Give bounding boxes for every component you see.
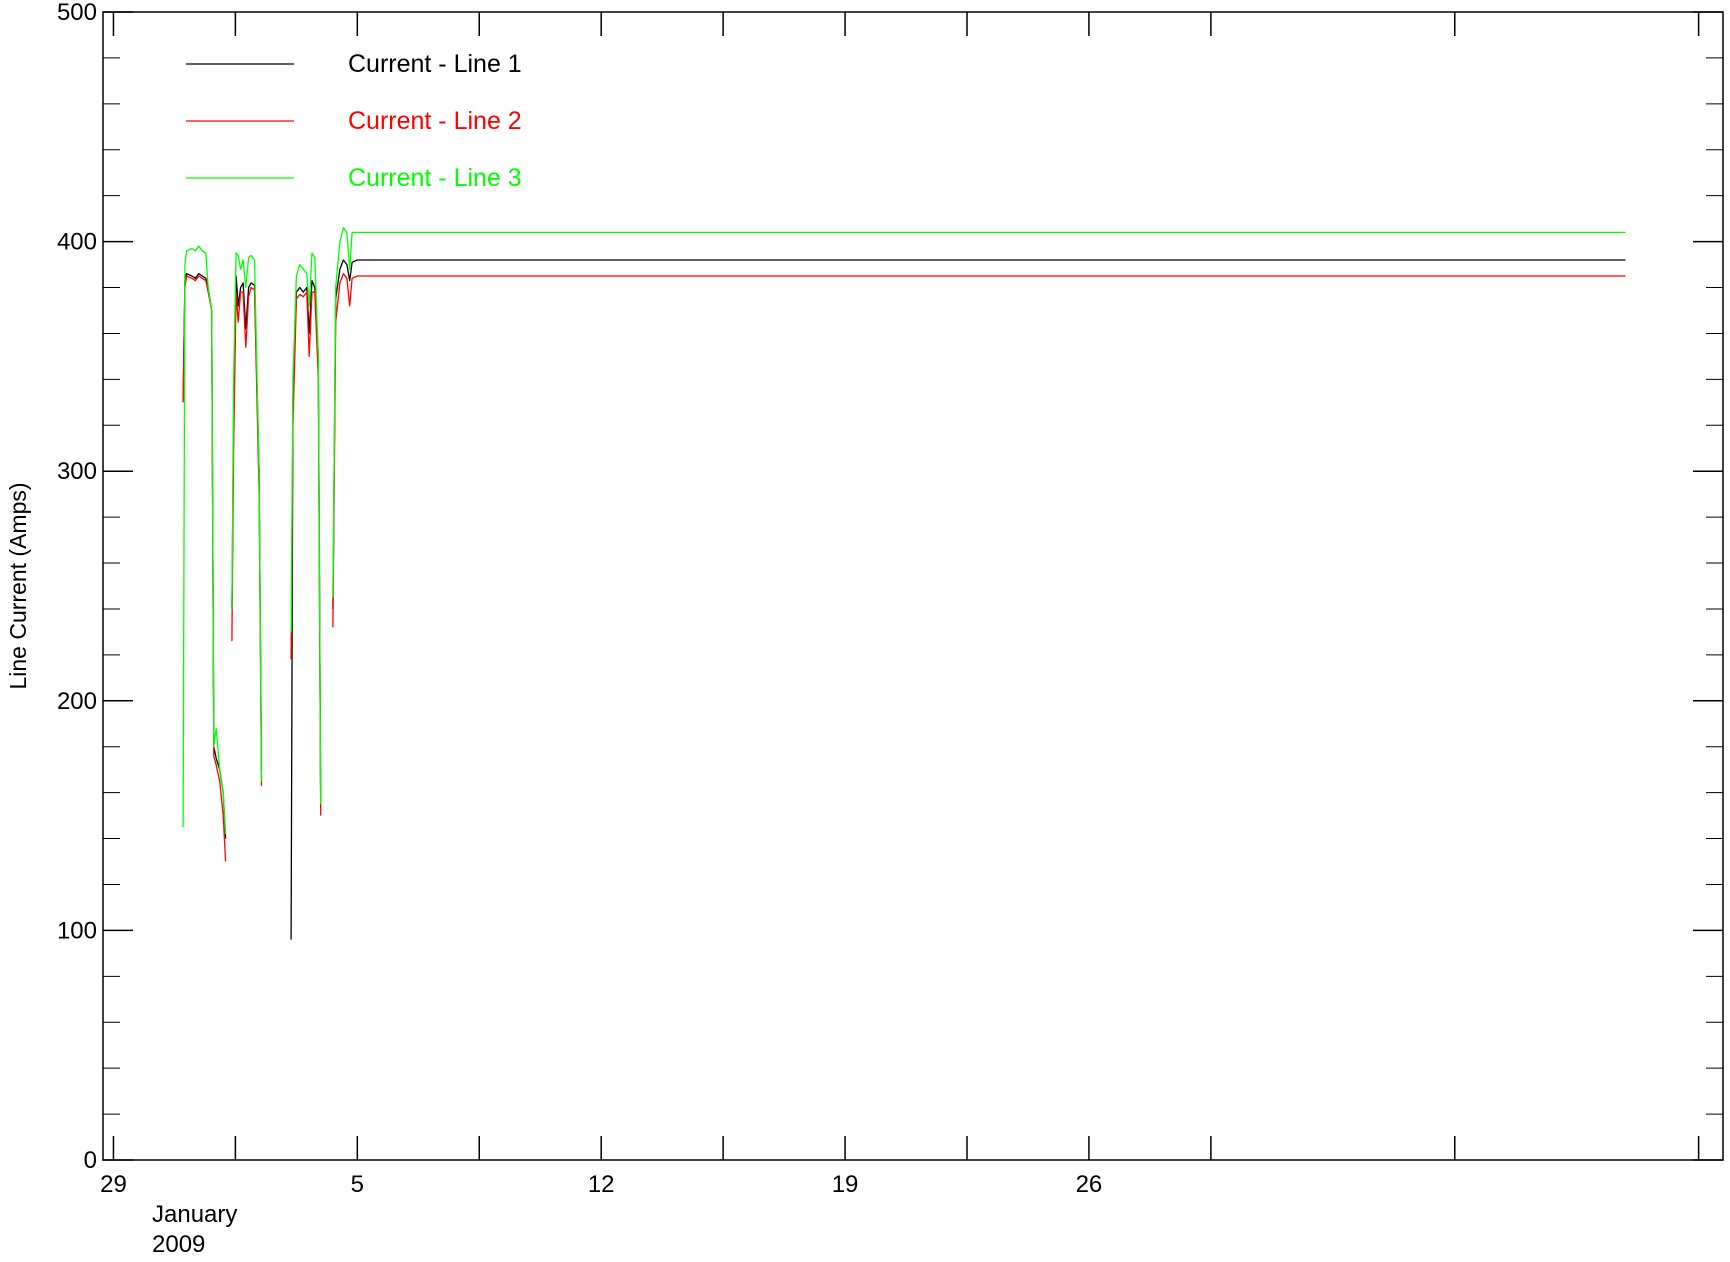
x-tick-label: 19	[832, 1171, 859, 1198]
y-tick-label: 400	[57, 229, 97, 256]
y-tick-label: 300	[57, 458, 97, 485]
y-axis-label: Line Current (Amps)	[5, 482, 31, 689]
y-axis: 0 100 200 300 400 500	[57, 0, 1723, 1174]
legend-label-3: Current - Line 3	[348, 164, 522, 192]
x-tick-label: 29	[100, 1171, 127, 1198]
series-3	[182, 227, 1626, 835]
plot-frame	[102, 11, 1724, 1161]
x-axis: 29 5 12 19 26	[100, 12, 1700, 1198]
legend-label-2: Current - Line 2	[348, 107, 522, 135]
series-3-segment-4	[332, 227, 1626, 598]
series-3-segment-2	[231, 252, 263, 782]
series-3-segment-1	[182, 245, 227, 835]
y-tick-label: 200	[57, 688, 97, 715]
y-tick-label: 500	[57, 0, 97, 26]
x-axis-sublabel-year: 2009	[152, 1231, 205, 1258]
series-1-segment-4	[332, 259, 1626, 610]
x-axis-sublabel-month: January	[152, 1201, 237, 1228]
x-tick-label: 12	[588, 1171, 615, 1198]
series-2-segment-1	[182, 275, 227, 862]
minor-ticks	[103, 57, 1723, 1115]
x-tick-label: 5	[351, 1171, 364, 1198]
y-tick-label: 100	[57, 917, 97, 944]
series-1-segment-1	[182, 273, 227, 839]
legend: Current - Line 1 Current - Line 2 Current …	[186, 50, 522, 192]
series-2-segment-4	[332, 273, 1626, 628]
series-layer	[182, 227, 1626, 940]
series-3-segment-3	[290, 252, 322, 805]
x-tick-label: 26	[1076, 1171, 1103, 1198]
series-2-segment-3	[290, 291, 322, 816]
y-tick-label: 0	[84, 1147, 97, 1174]
legend-label-1: Current - Line 1	[348, 50, 522, 78]
